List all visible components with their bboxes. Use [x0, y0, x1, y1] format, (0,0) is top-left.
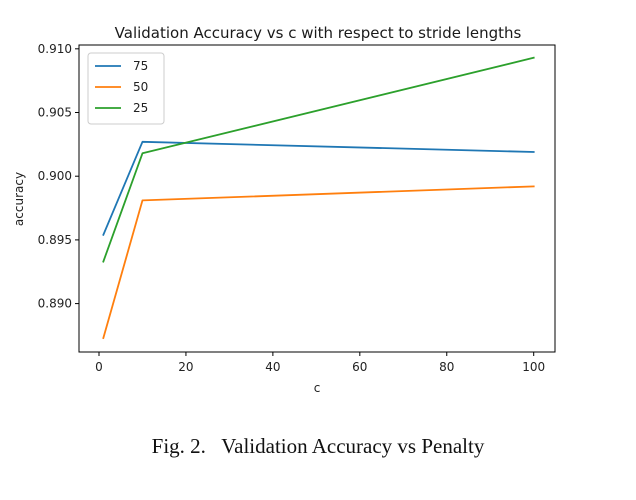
y-axis-label: accuracy: [12, 172, 26, 226]
x-tick-label: 100: [522, 360, 545, 374]
x-tick-label: 80: [439, 360, 454, 374]
plot-frame: [78, 44, 556, 353]
legend-label-75: 75: [133, 59, 148, 73]
series-line-50: [102, 185, 535, 340]
x-axis-label: c: [314, 381, 321, 395]
x-tick-label: 20: [178, 360, 193, 374]
y-tick-label: 0.890: [38, 297, 72, 311]
x-tick-label: 40: [265, 360, 280, 374]
y-axis: 0.890 0.895 0.900 0.905 0.910: [38, 42, 79, 311]
legend-label-25: 25: [133, 101, 148, 115]
y-tick-label: 0.910: [38, 42, 72, 56]
figure-caption: Fig. 2. Validation Accuracy vs Penalty: [151, 434, 485, 458]
y-tick-label: 0.905: [38, 106, 72, 120]
chart-title: Validation Accuracy vs c with respect to…: [115, 24, 522, 42]
series-line-75: [102, 140, 535, 236]
x-tick-label: 0: [95, 360, 103, 374]
x-tick-label: 60: [352, 360, 367, 374]
x-axis: 0 20 40 60 80 100: [95, 352, 545, 374]
legend: 75 50 25: [87, 52, 165, 125]
legend-box: [87, 52, 165, 125]
y-tick-label: 0.900: [38, 169, 72, 183]
y-tick-label: 0.895: [38, 233, 72, 247]
series-line-25: [102, 56, 535, 263]
legend-label-50: 50: [133, 80, 148, 94]
plot-area: [102, 56, 535, 340]
